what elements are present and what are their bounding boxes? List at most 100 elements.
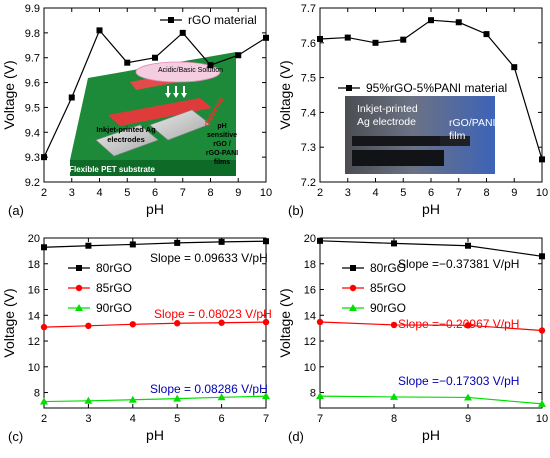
data-point: [152, 54, 158, 61]
y-tick-label: 20: [28, 233, 40, 245]
data-point: [218, 238, 225, 245]
data-point: [390, 392, 398, 400]
y-tick-label: 7.6: [301, 38, 316, 50]
y-tick-label: 12: [28, 336, 40, 348]
legend-label: 95%rGO-5%PANI material: [366, 81, 507, 95]
data-point: [124, 59, 131, 66]
x-tick-label: 9: [511, 187, 517, 199]
y-tick-label: 10: [304, 362, 316, 374]
data-point: [129, 241, 136, 248]
series-line: [319, 321, 543, 332]
data-point: [262, 392, 270, 400]
y-tick-label: 9.4: [25, 127, 40, 139]
legend: 95%rGO-5%PANI material: [338, 81, 507, 95]
substrate-label: Flexible PET substrate: [69, 165, 155, 174]
ag-electrode-left: [95, 124, 159, 157]
x-tick-label: 8: [207, 187, 213, 199]
data-point: [316, 392, 324, 400]
data-point: [174, 320, 181, 327]
series-line: [43, 321, 267, 328]
x-axis-label: pH: [422, 427, 440, 443]
y-tick-label: 9.7: [25, 53, 40, 65]
data-point: [218, 319, 225, 326]
series-line: [43, 395, 267, 403]
x-tick-label: 7: [263, 413, 269, 425]
legend-label: 85rGO: [370, 281, 406, 295]
data-point: [464, 322, 472, 329]
arrow-head-icon: [165, 93, 171, 98]
rgo-pani-strip-top: [352, 136, 444, 146]
data-point: [263, 34, 269, 41]
x-tick-label: 10: [536, 187, 548, 199]
data-point: [400, 36, 407, 43]
slope-annotation: Slope =−0.37381 V/pH: [398, 257, 519, 271]
y-tick-label: 8: [34, 388, 40, 400]
data-point: [511, 64, 518, 71]
series-80rgo: [317, 237, 545, 260]
legend-label: 90rGO: [370, 301, 406, 315]
film-label: pH: [217, 123, 226, 130]
y-tick-label: 16: [304, 285, 316, 297]
chart-panel-3: 2 3 4 5 6 7 8 10 12 14 16 18 20 pH Voltage (V) (c) 80rGO…: [1, 233, 272, 444]
y-tick-label: 8: [310, 388, 316, 400]
data-point: [174, 239, 181, 246]
x-axis-label: pH: [422, 201, 440, 217]
y-axis-label: Voltage (V): [277, 288, 293, 357]
y-tick-label: 9.5: [25, 102, 40, 114]
y-tick-label: 9.3: [25, 152, 40, 164]
panel-label: (b): [288, 203, 304, 218]
chart-panel-2: 2 3 4 5 6 7 8 9 10 7.2 7.3 7.4 7.5 7.6 7.7 pH Voltage (V…: [277, 3, 548, 218]
series-85rgo: [316, 318, 546, 334]
series-90rgo: [40, 392, 270, 405]
film-label: sensitive: [207, 132, 237, 139]
data-point: [539, 156, 545, 163]
legend-marker: [75, 304, 83, 311]
legend-marker: [349, 304, 357, 311]
y-tick-label: 18: [304, 259, 316, 271]
data-point: [390, 321, 398, 329]
data-point: [85, 322, 92, 330]
x-tick-label: 10: [536, 413, 548, 425]
series-line: [43, 240, 267, 248]
data-point: [40, 323, 48, 331]
data-point: [263, 238, 269, 245]
x-tick-label: 2: [41, 187, 47, 199]
electrode-label: Inkjet-printed Ag: [96, 125, 156, 134]
x-tick-label: 8: [391, 413, 397, 425]
data-point: [344, 34, 351, 41]
y-tick-label: 9.8: [25, 28, 40, 40]
x-axis-label: pH: [146, 201, 164, 217]
film-label: rGO /: [213, 141, 231, 148]
x-tick-label: 5: [174, 413, 180, 425]
legend-marker: [350, 265, 356, 271]
x-tick-label: 9: [235, 187, 241, 199]
x-axis-label: pH: [146, 427, 164, 443]
legend: rGO material: [160, 13, 257, 27]
y-tick-label: 12: [304, 336, 316, 348]
data-point: [538, 327, 546, 334]
x-tick-label: 8: [483, 187, 489, 199]
data-point: [68, 94, 75, 101]
y-tick-label: 7.2: [301, 177, 316, 189]
device-schematic-inset: Acidic/Basic SolutiondielectricInkjet-pr…: [69, 52, 238, 176]
data-point: [317, 35, 323, 42]
x-tick-label: 4: [130, 413, 136, 425]
legend-label: 80rGO: [96, 261, 132, 275]
arrow-head-icon: [173, 93, 179, 98]
legend-marker: [76, 265, 82, 271]
slope-annotation: Slope = 0.08023 V/pH: [154, 307, 272, 321]
data-point: [538, 399, 546, 407]
legend-label: 80rGO: [370, 261, 406, 275]
x-tick-label: 9: [465, 413, 471, 425]
film-photo-label: rGO/PANI: [449, 117, 495, 129]
y-tick-label: 7.4: [301, 107, 316, 119]
x-tick-label: 7: [456, 187, 462, 199]
y-tick-label: 7.7: [301, 3, 316, 15]
data-point: [428, 17, 434, 24]
y-axis-label: Voltage (V): [1, 288, 17, 357]
x-tick-label: 3: [345, 187, 351, 199]
y-tick-label: 14: [28, 310, 40, 322]
slope-annotation: Slope =−0.17303 V/pH: [398, 374, 519, 388]
electrode-label: electrodes: [107, 135, 145, 144]
